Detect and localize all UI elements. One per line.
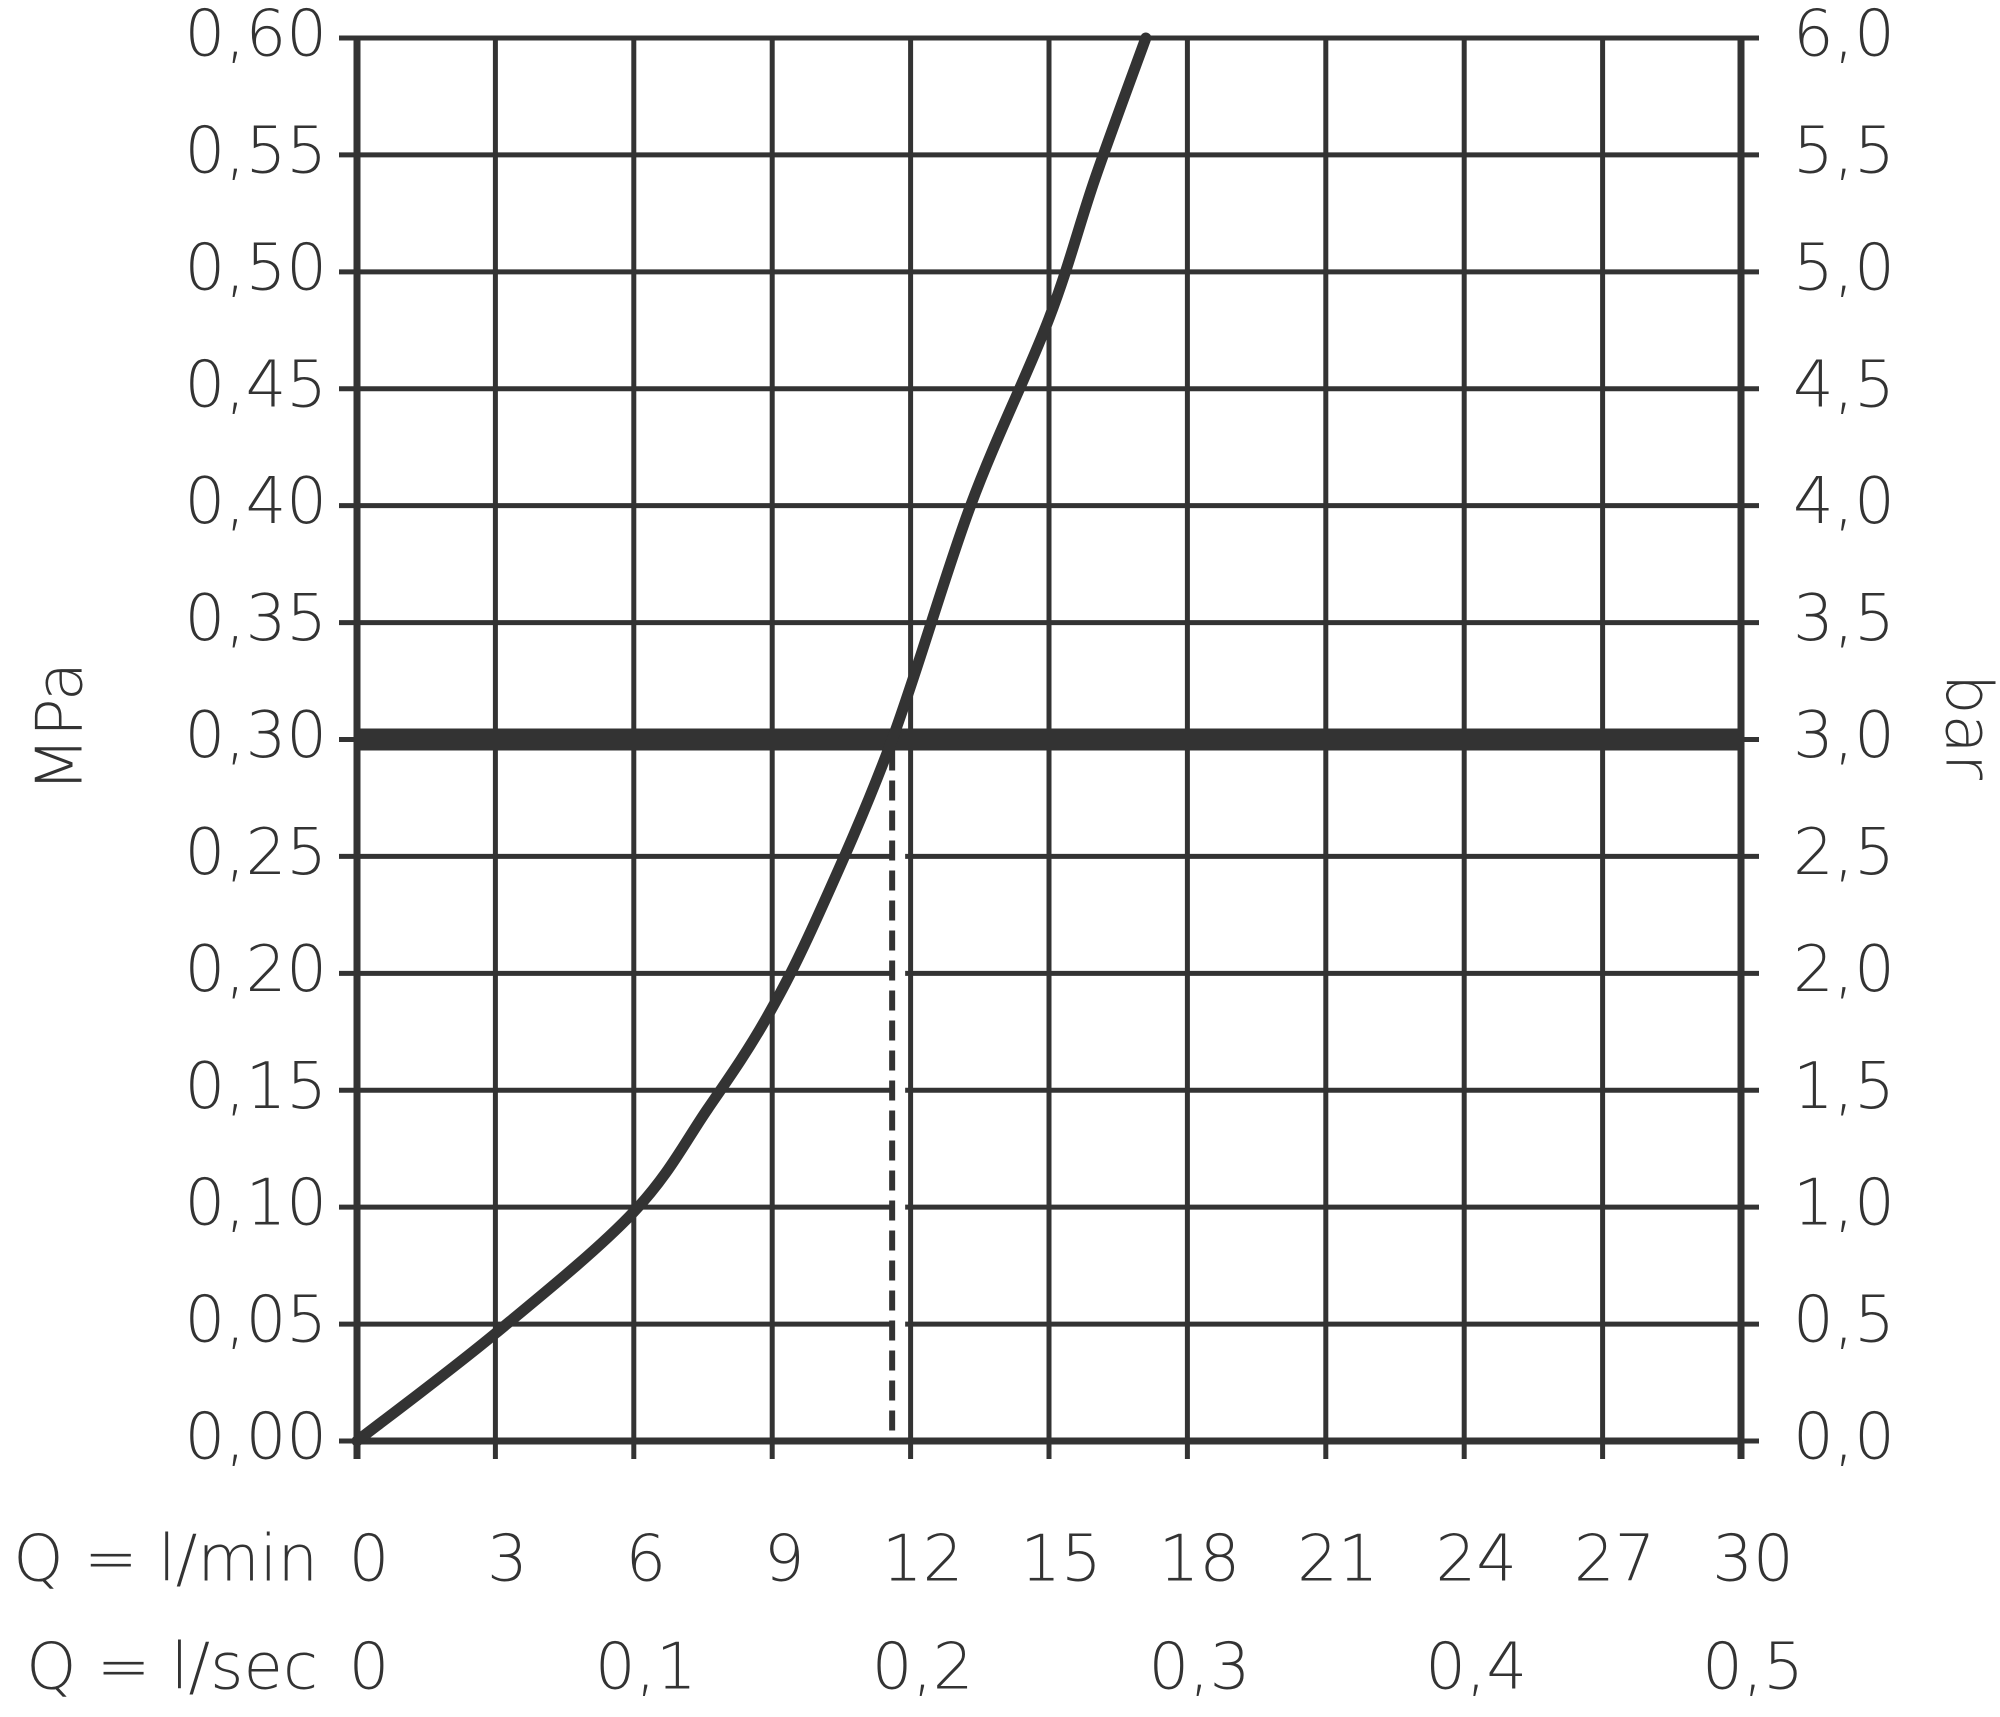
x-tick-label: 27	[1574, 1523, 1655, 1597]
y2-tick-label: 1,5	[1793, 1050, 1895, 1124]
y2-tick-label: 0,5	[1793, 1284, 1895, 1358]
y2-tick-label: 3,0	[1793, 699, 1895, 773]
y-tick-label: 0,15	[185, 1050, 328, 1124]
y2-tick-label: 5,5	[1793, 114, 1895, 188]
x-axis-label: Q = l/min	[13, 1523, 318, 1597]
x-tick-label: 12	[882, 1523, 963, 1597]
x-tick-label: 21	[1297, 1523, 1378, 1597]
y-tick-label: 0,45	[185, 348, 328, 422]
x2-tick-label: 0,3	[1149, 1631, 1251, 1705]
y2-tick-label: 2,5	[1793, 816, 1895, 890]
x-tick-label: 9	[764, 1523, 805, 1597]
x2-tick-label: 0,2	[872, 1631, 974, 1705]
y-tick-label: 0,55	[185, 114, 328, 188]
x-tick-label: 24	[1435, 1523, 1516, 1597]
y2-axis-label: bar	[1931, 674, 2000, 781]
x-tick-label: 3	[487, 1523, 528, 1597]
y2-tick-label: 6,0	[1793, 0, 1895, 72]
y-tick-label: 0,50	[185, 231, 328, 305]
y-tick-label: 0,60	[185, 0, 328, 72]
x2-tick-label: 0,1	[595, 1631, 697, 1705]
y2-tick-label: 4,0	[1793, 465, 1895, 539]
x2-tick-label: 0,5	[1702, 1631, 1804, 1705]
x-tick-label: 30	[1712, 1523, 1793, 1597]
x2-tick-label: 0,4	[1425, 1631, 1527, 1705]
y2-tick-label: 2,0	[1793, 933, 1895, 1007]
y2-tick-label: 3,5	[1793, 582, 1895, 656]
y-tick-label: 0,10	[185, 1167, 328, 1241]
x-tick-label: 6	[625, 1523, 666, 1597]
y-tick-label: 0,00	[185, 1401, 328, 1475]
x-tick-label: 0	[349, 1523, 390, 1597]
y2-tick-label: 0,0	[1793, 1401, 1895, 1475]
y-tick-label: 0,30	[185, 699, 328, 773]
y-tick-label: 0,40	[185, 465, 328, 539]
y-tick-label: 0,25	[185, 816, 328, 890]
curve	[351, 32, 1152, 1447]
x2-axis-label: Q = l/sec	[26, 1631, 318, 1705]
y2-tick-label: 1,0	[1793, 1167, 1895, 1241]
y2-tick-label: 4,5	[1793, 348, 1895, 422]
y-tick-label: 0,20	[185, 933, 328, 1007]
y-tick-label: 0,05	[185, 1284, 328, 1358]
x2-tick-label: 0	[349, 1631, 390, 1705]
y-axis-label: MPa	[24, 662, 98, 792]
x-tick-label: 15	[1020, 1523, 1101, 1597]
y-tick-label: 0,35	[185, 582, 328, 656]
y2-tick-label: 5,0	[1793, 231, 1895, 305]
x-tick-label: 18	[1159, 1523, 1240, 1597]
